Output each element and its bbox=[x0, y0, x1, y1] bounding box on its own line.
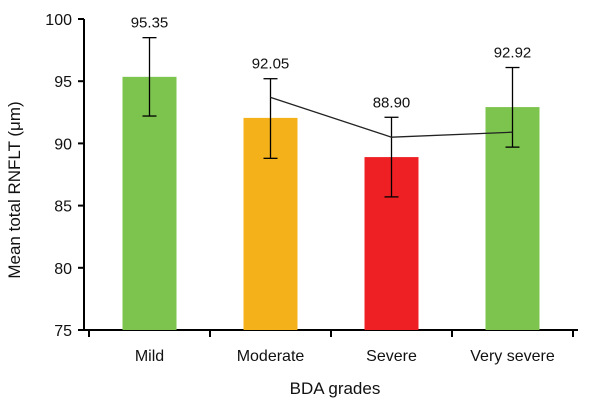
value-label-3: 92.92 bbox=[494, 45, 532, 62]
y-tick-label: 85 bbox=[54, 199, 72, 216]
y-axis: 75 80 85 90 95 100 bbox=[45, 12, 85, 340]
trend-line bbox=[270, 96, 513, 138]
bars bbox=[122, 76, 540, 331]
value-label-2: 88.90 bbox=[373, 94, 411, 111]
x-axis-title: BDA grades bbox=[290, 379, 381, 398]
x-category-label: Severe bbox=[366, 348, 417, 365]
error-bars bbox=[142, 37, 520, 198]
y-tick-label: 95 bbox=[54, 74, 72, 91]
y-tick-label: 100 bbox=[45, 12, 72, 29]
value-label-1: 92.05 bbox=[252, 56, 290, 73]
x-axis: Mild Moderate Severe Very severe bbox=[84, 329, 578, 365]
trend-line-group bbox=[270, 96, 513, 138]
y-axis-title: Mean total RNFLT (μm) bbox=[5, 101, 24, 278]
value-labels: 95.35 92.05 88.90 92.92 bbox=[131, 15, 532, 112]
value-label-0: 95.35 bbox=[131, 15, 169, 32]
x-category-label: Moderate bbox=[237, 348, 305, 365]
bar-mild bbox=[122, 76, 177, 330]
y-tick-label: 75 bbox=[54, 323, 72, 340]
y-tick-label: 80 bbox=[54, 261, 72, 278]
x-category-label: Mild bbox=[135, 348, 164, 365]
y-tick-label: 90 bbox=[54, 136, 72, 153]
x-category-label: Very severe bbox=[470, 348, 555, 365]
